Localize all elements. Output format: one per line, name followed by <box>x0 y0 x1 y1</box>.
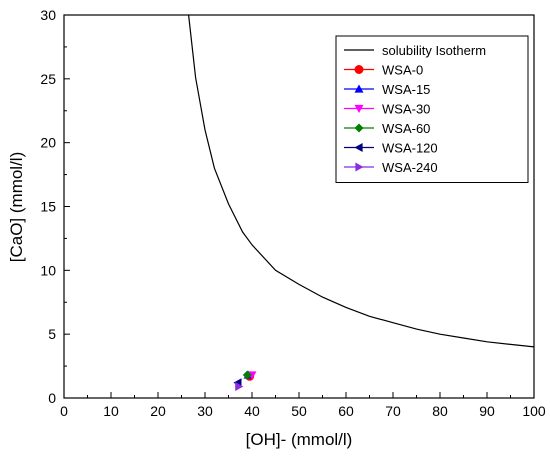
legend-marker-wsa-0 <box>354 65 364 74</box>
data-points-layer <box>233 370 257 391</box>
legend-marker-wsa-120 <box>354 143 363 152</box>
x-tick-label: 80 <box>432 403 448 419</box>
y-tick-label: 5 <box>48 326 56 342</box>
x-tick-label: 50 <box>291 403 307 419</box>
x-tick-label: 10 <box>103 403 119 419</box>
y-axis-ticks: 0 5 10 15 20 25 30 <box>40 7 70 406</box>
legend-label-solubility-isotherm: solubility Isotherm <box>382 43 486 58</box>
legend-marker-wsa-240 <box>355 162 364 172</box>
legend-marker-wsa-15 <box>354 84 364 93</box>
x-tick-label: 20 <box>150 403 166 419</box>
legend-label-wsa-30: WSA-30 <box>382 102 430 117</box>
x-tick-label: 70 <box>385 403 401 419</box>
legend-box <box>335 35 529 183</box>
solubility-isotherm-line <box>188 14 535 348</box>
x-tick-label: 100 <box>522 403 546 419</box>
x-axis-title: [OH]- (mmol/l) <box>246 430 353 449</box>
x-tick-label: 0 <box>60 403 68 419</box>
solubility-isotherm-curve-layer <box>188 14 535 348</box>
data-point-wsa-240 <box>235 382 244 391</box>
legend-label-wsa-120: WSA-120 <box>382 141 438 156</box>
legend-label-wsa-240: WSA-240 <box>382 160 438 175</box>
legend: solubility Isotherm WSA-0 WSA-15 WSA-30 WSA-… <box>335 35 529 183</box>
legend-label-wsa-15: WSA-15 <box>382 82 430 97</box>
y-tick-label: 10 <box>40 262 56 278</box>
x-tick-label: 90 <box>479 403 495 419</box>
x-tick-label: 60 <box>338 403 354 419</box>
y-tick-label: 25 <box>40 71 56 87</box>
y-axis-title: [CaO] (mmol/l) <box>7 152 26 263</box>
legend-label-wsa-0: WSA-0 <box>382 63 423 78</box>
x-tick-label: 40 <box>244 403 260 419</box>
y-tick-label: 20 <box>40 135 56 151</box>
x-axis-ticks: 0 10 20 30 40 50 60 70 80 90 100 <box>60 392 546 419</box>
x-tick-label: 30 <box>197 403 213 419</box>
legend-marker-wsa-30 <box>354 104 364 113</box>
legend-marker-wsa-60 <box>354 123 364 133</box>
legend-label-wsa-60: WSA-60 <box>382 121 430 136</box>
y-tick-label: 15 <box>40 199 56 215</box>
y-tick-label: 0 <box>48 390 56 406</box>
data-point-wsa-60 <box>242 370 252 380</box>
y-tick-label: 30 <box>40 7 56 23</box>
